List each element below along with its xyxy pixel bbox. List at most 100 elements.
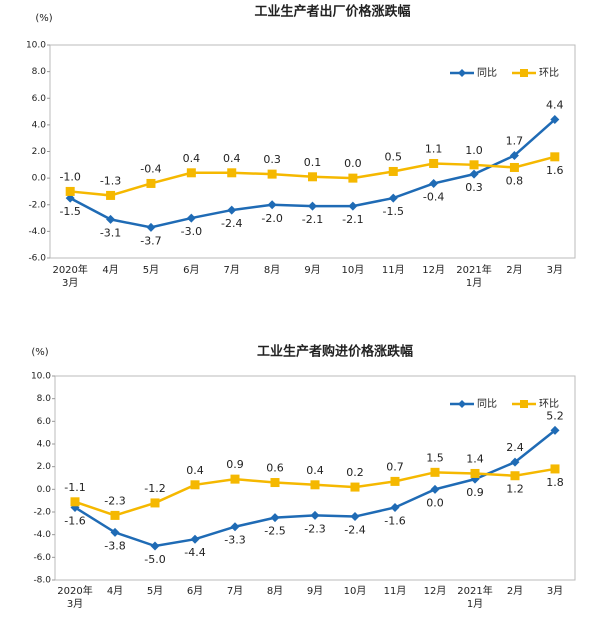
x-tick-label: 4月 bbox=[102, 265, 119, 276]
y-tick-label: 8.0 bbox=[32, 67, 47, 77]
value-label: -2.3 bbox=[304, 522, 325, 535]
x-tick-label: 3月 bbox=[546, 586, 564, 597]
value-label: 0.4 bbox=[223, 152, 241, 165]
value-label: 0.3 bbox=[263, 153, 281, 166]
x-tick-label: 2月 bbox=[506, 265, 523, 276]
y-tick-label: -6.0 bbox=[33, 553, 51, 563]
legend-marker bbox=[458, 69, 466, 77]
value-label: 1.5 bbox=[426, 451, 444, 464]
point bbox=[106, 190, 116, 200]
value-label: -1.5 bbox=[383, 205, 404, 218]
value-label: -0.4 bbox=[140, 162, 161, 175]
x-tick-label: 10月 bbox=[341, 265, 365, 276]
value-label: -4.4 bbox=[184, 546, 205, 559]
chart-title: 工业生产者购进价格涨跌幅 bbox=[257, 344, 413, 360]
point bbox=[186, 213, 196, 223]
value-label: -2.1 bbox=[342, 213, 363, 226]
legend-label: 环比 bbox=[539, 67, 559, 79]
x-tick-label: 2月 bbox=[506, 586, 524, 597]
y-tick-label: 10.0 bbox=[26, 41, 46, 51]
value-label: 0.8 bbox=[506, 174, 524, 187]
value-label: 0.6 bbox=[266, 462, 284, 475]
value-label: 0.7 bbox=[386, 460, 404, 473]
x-tick-label: 12月 bbox=[422, 265, 445, 276]
point bbox=[510, 457, 520, 467]
point bbox=[267, 169, 277, 179]
point bbox=[308, 172, 317, 182]
legend-marker bbox=[458, 400, 466, 408]
point bbox=[510, 471, 520, 481]
x-tick-label: 11月 bbox=[383, 586, 407, 597]
y-tick-label: -2.0 bbox=[28, 200, 46, 210]
point bbox=[350, 482, 360, 492]
point bbox=[270, 513, 280, 523]
point bbox=[390, 502, 400, 512]
point bbox=[550, 115, 560, 125]
value-label: -1.0 bbox=[59, 170, 80, 183]
point bbox=[470, 468, 480, 478]
y-tick-label: 0.0 bbox=[37, 485, 52, 495]
point bbox=[227, 205, 237, 215]
x-tick-label: 2020年 3月 bbox=[52, 265, 88, 289]
point bbox=[70, 497, 80, 507]
value-label: 0.0 bbox=[426, 496, 444, 509]
legend-marker bbox=[520, 69, 528, 77]
y-tick-label: 2.0 bbox=[32, 147, 47, 157]
value-label: 1.6 bbox=[546, 164, 564, 177]
value-label: 1.7 bbox=[506, 134, 524, 147]
value-label: -1.5 bbox=[59, 205, 80, 218]
point bbox=[348, 173, 358, 183]
point bbox=[310, 510, 320, 520]
value-label: -1.6 bbox=[64, 514, 85, 527]
value-label: 0.2 bbox=[346, 466, 364, 479]
legend-marker bbox=[520, 400, 528, 408]
x-tick-label: 2020年 3月 bbox=[57, 586, 93, 610]
point bbox=[106, 214, 116, 224]
y-tick-label: 4.0 bbox=[32, 120, 47, 130]
y-tick-label: 4.0 bbox=[37, 440, 52, 450]
point bbox=[190, 534, 200, 544]
point bbox=[550, 152, 560, 162]
y-tick-label: 6.0 bbox=[32, 94, 47, 104]
value-label: -3.3 bbox=[224, 534, 245, 547]
y-tick-label: 8.0 bbox=[37, 394, 52, 404]
y-tick-label: -4.0 bbox=[28, 227, 46, 237]
unit-label: (%) bbox=[35, 13, 52, 24]
value-label: 0.9 bbox=[466, 486, 484, 499]
x-tick-label: 5月 bbox=[142, 265, 160, 276]
point bbox=[469, 169, 479, 179]
value-label: -3.1 bbox=[100, 226, 121, 239]
value-label: 0.3 bbox=[465, 181, 483, 194]
x-tick-label: 8月 bbox=[263, 265, 281, 276]
x-tick-label: 11月 bbox=[381, 265, 405, 276]
point bbox=[388, 193, 398, 203]
point bbox=[146, 178, 156, 188]
value-label: -2.1 bbox=[302, 213, 323, 226]
y-tick-label: -6.0 bbox=[28, 254, 46, 264]
value-label: -5.0 bbox=[144, 553, 165, 566]
value-label: 5.2 bbox=[546, 409, 564, 422]
value-label: 1.4 bbox=[466, 452, 484, 465]
value-label: 0.0 bbox=[344, 157, 362, 170]
point bbox=[150, 541, 160, 551]
x-tick-label: 5月 bbox=[146, 586, 164, 597]
point bbox=[550, 464, 560, 474]
value-label: 1.2 bbox=[506, 483, 524, 496]
point bbox=[509, 162, 519, 172]
point bbox=[308, 201, 317, 211]
unit-label: (%) bbox=[31, 347, 48, 358]
value-label: -2.4 bbox=[344, 524, 365, 537]
legend-label: 同比 bbox=[477, 398, 497, 410]
value-label: -2.3 bbox=[104, 494, 125, 507]
x-tick-label: 10月 bbox=[343, 586, 367, 597]
x-tick-label: 6月 bbox=[183, 265, 200, 276]
point bbox=[150, 498, 160, 508]
x-tick-label: 3月 bbox=[546, 265, 563, 276]
point bbox=[390, 476, 400, 486]
point bbox=[230, 522, 240, 532]
y-tick-label: -2.0 bbox=[33, 508, 51, 518]
legend-label: 环比 bbox=[539, 398, 559, 410]
value-label: 0.4 bbox=[306, 464, 324, 477]
